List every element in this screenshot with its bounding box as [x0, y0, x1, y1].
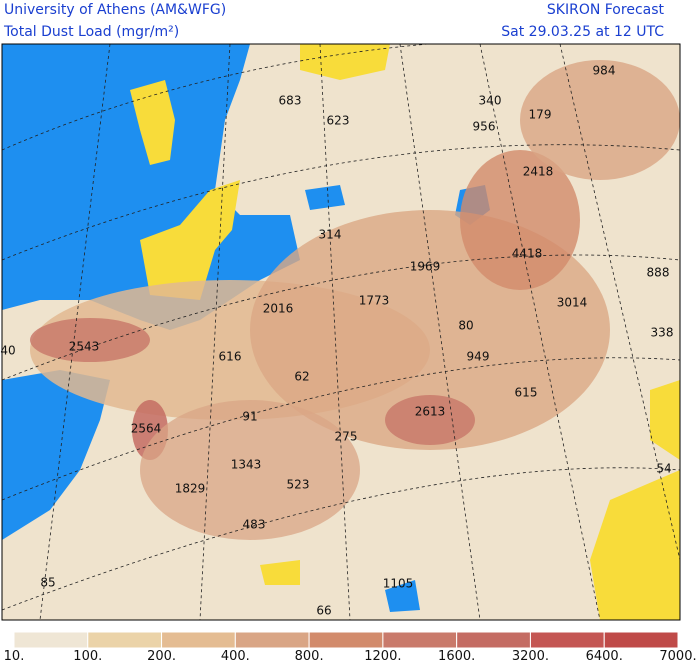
colorbar-label: 1600.	[438, 649, 475, 662]
colorbar-swatch	[13, 631, 89, 649]
colorbar-label: 200.	[147, 649, 176, 662]
colorbar-swatch	[456, 631, 531, 649]
map-value-label: 1969	[410, 260, 441, 274]
map-value-label: 275	[335, 430, 358, 444]
map-value-label: 523	[287, 478, 310, 492]
colorbar-label: 100.	[73, 649, 102, 662]
colorbar-label: 10.	[4, 649, 25, 662]
map-value-label: 3014	[557, 296, 588, 310]
right-title: SKIRON Forecast	[547, 2, 665, 18]
map-value-label: 615	[515, 386, 538, 400]
colorbar-swatch	[308, 631, 384, 649]
map-value-label: 66	[316, 604, 331, 618]
map-value-label: 1829	[175, 482, 206, 496]
map-value-label: 2613	[415, 405, 446, 419]
map-value-label: 2418	[523, 165, 554, 179]
map-value-label: 956	[473, 120, 496, 134]
map	[1, 43, 681, 621]
map-value-label: 4418	[512, 247, 543, 261]
map-value-label: 683	[279, 94, 302, 108]
map-value-label: 2016	[263, 302, 294, 316]
map-value-label: 483	[243, 518, 266, 532]
map-value-label: 1773	[359, 294, 390, 308]
colorbar-swatch	[382, 631, 458, 649]
map-value-label: 340	[479, 94, 502, 108]
map-value-label: 2564	[131, 422, 162, 436]
map-value-label: 338	[651, 326, 674, 340]
map-value-label: 314	[319, 228, 342, 242]
colorbar-swatch	[603, 631, 679, 649]
left-subtitle: Total Dust Load (mgr/m²)	[3, 24, 179, 40]
map-value-label: 616	[219, 350, 242, 364]
map-value-label: 984	[593, 64, 616, 78]
colorbar-label: 800.	[295, 649, 324, 662]
colorbar-label: 1200.	[364, 649, 401, 662]
colorbar-swatch	[87, 631, 163, 649]
left-title: University of Athens (AM&WFG)	[4, 2, 226, 18]
colorbar-label: 6400.	[586, 649, 623, 662]
colorbar-label: 7000.	[659, 649, 696, 662]
map-value-label: 623	[327, 114, 350, 128]
colorbar-label: 400.	[221, 649, 250, 662]
colorbar-label: 3200.	[512, 649, 549, 662]
map-value-label: 54	[656, 462, 671, 476]
map-value-label: 62	[294, 370, 309, 384]
colorbar-swatch	[529, 631, 605, 649]
map-value-label: 1105	[383, 577, 414, 591]
map-value-label: 40	[0, 344, 15, 358]
map-value-label: 888	[647, 266, 670, 280]
map-value-label: 2543	[69, 340, 100, 354]
colorbar-swatch	[234, 631, 310, 649]
map-value-label: 80	[458, 319, 473, 333]
map-value-label: 949	[467, 350, 490, 364]
map-value-label: 91	[242, 410, 257, 424]
colorbar-swatch	[161, 631, 236, 649]
map-value-label: 85	[40, 576, 55, 590]
map-value-label: 1343	[231, 458, 262, 472]
right-subtitle: Sat 29.03.25 at 12 UTC	[501, 24, 664, 40]
map-value-label: 179	[529, 108, 552, 122]
